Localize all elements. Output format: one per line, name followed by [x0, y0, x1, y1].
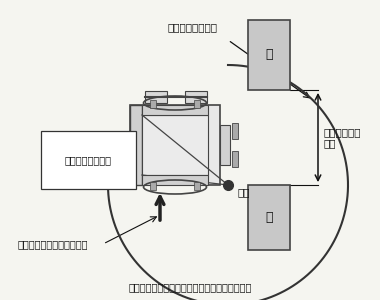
- Text: 車いすの回転半径: 車いすの回転半径: [65, 155, 112, 165]
- Text: 図３　車いすの通行に必要な幅員の割り出し方: 図３ 車いすの通行に必要な幅員の割り出し方: [128, 282, 252, 292]
- Text: 回転円の円周軘道: 回転円の円周軘道: [168, 22, 218, 32]
- Bar: [232, 123, 238, 139]
- Bar: [248, 20, 290, 90]
- Bar: [142, 105, 208, 115]
- Bar: [130, 105, 220, 185]
- Bar: [130, 105, 142, 185]
- Text: 壁: 壁: [265, 49, 273, 62]
- Text: 壁: 壁: [265, 211, 273, 224]
- Bar: [142, 115, 208, 175]
- Text: 停止: 停止: [238, 187, 250, 197]
- Bar: [194, 100, 200, 108]
- Bar: [194, 182, 200, 190]
- Bar: [150, 182, 156, 190]
- Bar: [220, 125, 230, 165]
- Text: 片側のみハンドリムを回転: 片側のみハンドリムを回転: [18, 239, 89, 249]
- Bar: [232, 151, 238, 167]
- Text: 通行に必要な
幅員: 通行に必要な 幅員: [323, 127, 361, 148]
- Bar: [142, 175, 208, 185]
- Bar: [150, 100, 156, 108]
- Bar: [185, 91, 207, 103]
- Bar: [248, 185, 290, 250]
- Bar: [145, 91, 167, 103]
